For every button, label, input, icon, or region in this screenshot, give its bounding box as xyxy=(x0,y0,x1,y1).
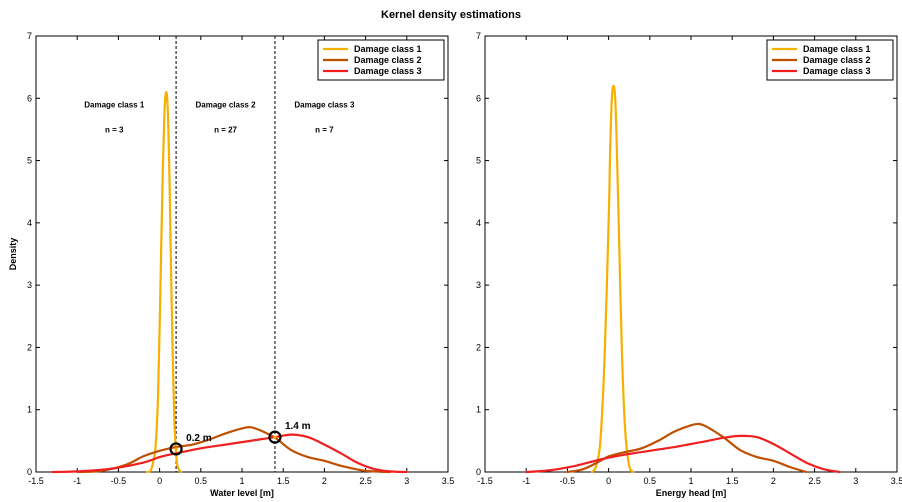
x-tick-label: 2.5 xyxy=(359,476,372,486)
y-tick-label: 5 xyxy=(27,156,32,166)
series-line-class-2 xyxy=(76,426,392,474)
threshold-marker-dot xyxy=(174,447,178,451)
region-label: Damage class 2 xyxy=(195,101,256,110)
y-tick-label: 7 xyxy=(27,31,32,41)
x-tick-label: 1.5 xyxy=(726,476,739,486)
y-tick-label: 3 xyxy=(27,280,32,290)
y-axis-label: Density xyxy=(8,238,18,271)
x-tick-label: 3.5 xyxy=(442,476,455,486)
y-tick-label: 0 xyxy=(476,467,481,477)
y-tick-label: 4 xyxy=(27,218,32,228)
threshold-marker xyxy=(169,442,183,456)
x-tick-label: 3.5 xyxy=(891,476,902,486)
x-tick-label: 0 xyxy=(157,476,162,486)
x-tick-label: -1.5 xyxy=(477,476,493,486)
legend-entry: Damage class 3 xyxy=(803,66,871,76)
legend-entry: Damage class 1 xyxy=(803,44,871,54)
threshold-marker-dot xyxy=(273,435,277,439)
y-tick-label: 1 xyxy=(27,405,32,415)
x-axis-label: Water level [m] xyxy=(210,488,274,498)
chart-2: -1.5 -1 -0.5 0 0.5 1 1.5 2 2.5 3 3.5 0 1 2 3 4 5 6 7 Energy… xyxy=(476,31,902,498)
region-label: Damage class 3 xyxy=(294,101,355,110)
y-tick-label: 6 xyxy=(476,93,481,103)
series-line-class-3 xyxy=(525,434,841,474)
threshold-marker-label: 1.4 m xyxy=(285,421,311,432)
x-tick-label: 0.5 xyxy=(195,476,208,486)
y-tick-label: 2 xyxy=(476,342,481,352)
legend-entry: Damage class 3 xyxy=(354,66,422,76)
x-axis-label: Energy head [m] xyxy=(656,488,727,498)
series-line-class-3 xyxy=(51,433,408,474)
x-tick-label: 1 xyxy=(239,476,244,486)
y-tick-label: 3 xyxy=(476,280,481,290)
y-tick-label: 4 xyxy=(476,218,481,228)
x-tick-label: -1.5 xyxy=(28,476,44,486)
threshold-marker-label: 0.2 m xyxy=(186,433,212,444)
region-count: n = 3 xyxy=(105,126,124,135)
region-label: Damage class 1 xyxy=(84,101,145,110)
legend-entry: Damage class 2 xyxy=(803,55,871,65)
x-tick-label: 3 xyxy=(404,476,409,486)
y-tick-label: 2 xyxy=(27,342,32,352)
y-tick-label: 6 xyxy=(27,93,32,103)
y-tick-label: 1 xyxy=(476,405,481,415)
y-tick-label: 0 xyxy=(27,467,32,477)
plot-area xyxy=(35,35,449,473)
series-line-class-1 xyxy=(146,91,183,474)
x-tick-label: 1 xyxy=(688,476,693,486)
series-line-class-1 xyxy=(591,84,635,474)
figure-title: Kernel density estimations xyxy=(381,9,521,21)
x-tick-label: -0.5 xyxy=(111,476,127,486)
x-tick-label: -1 xyxy=(522,476,530,486)
chart-1: -1.5 -1 -0.5 0 0.5 1 1.5 2 2.5 3 3.5 0 1 2 3 4 5 6 7 Water … xyxy=(8,31,454,498)
x-tick-label: 3 xyxy=(853,476,858,486)
x-tick-label: 1.5 xyxy=(277,476,290,486)
x-tick-label: 2.5 xyxy=(808,476,821,486)
charts: -1.5 -1 -0.5 0 0.5 1 1.5 2 2.5 3 3.5 0 1 2 3 4 5 6 7 Water … xyxy=(8,31,902,498)
x-tick-label: 0.5 xyxy=(644,476,657,486)
x-tick-label: -0.5 xyxy=(560,476,576,486)
x-tick-label: 2 xyxy=(322,476,327,486)
y-tick-label: 5 xyxy=(476,156,481,166)
plot-area xyxy=(484,35,898,473)
legend-entry: Damage class 2 xyxy=(354,55,422,65)
x-tick-label: 2 xyxy=(771,476,776,486)
region-count: n = 27 xyxy=(214,126,237,135)
region-count: n = 7 xyxy=(315,126,334,135)
legend-entry: Damage class 1 xyxy=(354,44,422,54)
y-tick-label: 7 xyxy=(476,31,481,41)
threshold-marker xyxy=(268,430,282,444)
x-tick-label: 0 xyxy=(606,476,611,486)
x-tick-label: -1 xyxy=(73,476,81,486)
